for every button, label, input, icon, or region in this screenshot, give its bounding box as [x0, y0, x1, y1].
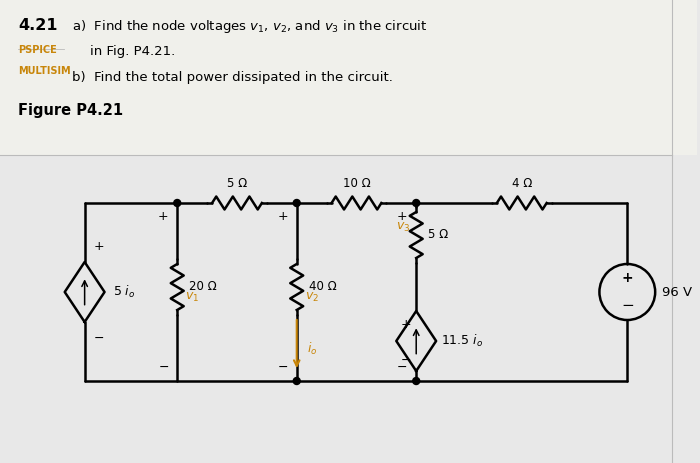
Text: +: +: [397, 211, 407, 224]
Text: +: +: [93, 240, 104, 254]
Text: $v_2$: $v_2$: [304, 290, 318, 304]
Text: $v_3$: $v_3$: [396, 220, 410, 233]
Text: 11.5 $i_o$: 11.5 $i_o$: [441, 333, 483, 349]
Text: 10 Ω: 10 Ω: [342, 177, 370, 190]
Text: 40 Ω: 40 Ω: [309, 281, 337, 294]
Text: −: −: [621, 299, 634, 313]
Text: MULTISIM: MULTISIM: [18, 66, 71, 76]
Text: −: −: [397, 361, 407, 374]
Text: Figure P4.21: Figure P4.21: [18, 103, 123, 118]
Text: b)  Find the total power dissipated in the circuit.: b) Find the total power dissipated in th…: [71, 71, 393, 84]
Text: a)  Find the node voltages $v_1$, $v_2$, and $v_3$ in the circuit: a) Find the node voltages $v_1$, $v_2$, …: [71, 18, 427, 35]
Text: +: +: [277, 211, 288, 224]
Text: in Fig. P4.21.: in Fig. P4.21.: [90, 45, 175, 58]
Text: −: −: [159, 361, 169, 374]
Text: +: +: [401, 319, 412, 332]
Text: $v_1$: $v_1$: [186, 290, 199, 304]
Circle shape: [174, 200, 181, 206]
Text: 4 Ω: 4 Ω: [512, 177, 532, 190]
Text: +: +: [622, 271, 633, 285]
Circle shape: [293, 377, 300, 384]
Circle shape: [293, 200, 300, 206]
Text: PSPICE: PSPICE: [18, 45, 57, 55]
Circle shape: [413, 377, 420, 384]
FancyBboxPatch shape: [0, 0, 697, 155]
Text: 20 Ω: 20 Ω: [189, 281, 217, 294]
Text: 96 V: 96 V: [662, 286, 692, 299]
Text: 5 Ω: 5 Ω: [428, 229, 449, 242]
Text: 5 $i_o$: 5 $i_o$: [113, 284, 135, 300]
Text: 5 Ω: 5 Ω: [227, 177, 247, 190]
Text: −: −: [277, 361, 288, 374]
Text: +: +: [158, 211, 169, 224]
Circle shape: [413, 200, 420, 206]
Text: 4.21: 4.21: [18, 18, 57, 33]
Text: $i_o$: $i_o$: [307, 341, 317, 357]
Text: −: −: [93, 332, 104, 344]
Text: −: −: [401, 353, 412, 367]
